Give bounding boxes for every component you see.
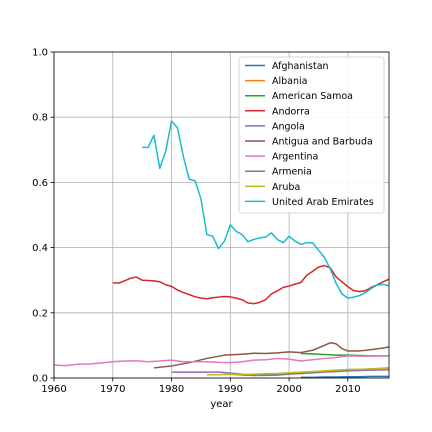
- legend-label-afghanistan: Afghanistan: [272, 61, 329, 72]
- series-line-aruba: [206, 367, 389, 376]
- legend: Afghanistan Albania American Samoa Andorra A…: [238, 56, 385, 214]
- y-tick-label: 0.0: [32, 374, 48, 385]
- y-tick-label: 1.0: [32, 48, 48, 59]
- x-tick-label: 1970: [100, 384, 125, 395]
- ticks: 1960 1970 1980 1990 2000 2010 0.0 0.2 0.4 0.6 0.8 1…: [32, 48, 360, 396]
- series-line-united-arab-emirates: [142, 120, 389, 299]
- y-tick-label: 0.8: [32, 113, 48, 124]
- series-line-antigua-and-barbuda: [153, 342, 389, 369]
- x-tick-label: 1980: [159, 384, 184, 395]
- legend-label-armenia: Armenia: [272, 167, 312, 178]
- legend-label-united-arab-emirates: United Arab Emirates: [272, 197, 374, 208]
- series-line-argentina: [54, 355, 389, 367]
- x-axis-label: year: [210, 399, 233, 410]
- legend-label-albania: Albania: [272, 76, 307, 87]
- legend-label-andorra: Andorra: [272, 106, 310, 117]
- legend-label-american-samoa: American Samoa: [272, 91, 353, 102]
- legend-label-angola: Angola: [272, 121, 305, 132]
- y-tick-label: 0.6: [32, 178, 48, 189]
- y-tick-label: 0.4: [32, 243, 48, 254]
- series-layer: [54, 120, 389, 378]
- legend-label-argentina: Argentina: [272, 152, 318, 163]
- legend-box: [238, 56, 385, 214]
- series-line-afghanistan: [300, 375, 389, 378]
- plot-frame: [53, 51, 390, 379]
- y-tick-label: 0.2: [32, 308, 48, 319]
- x-tick-label: 1960: [41, 384, 66, 395]
- x-tick-label: 1990: [218, 384, 243, 395]
- legend-label-antigua-and-barbuda: Antigua and Barbuda: [272, 137, 373, 148]
- legend-label-aruba: Aruba: [272, 182, 300, 193]
- series-line-andorra: [112, 264, 389, 305]
- x-tick-label: 2000: [276, 384, 301, 395]
- x-tick-label: 2010: [335, 384, 360, 395]
